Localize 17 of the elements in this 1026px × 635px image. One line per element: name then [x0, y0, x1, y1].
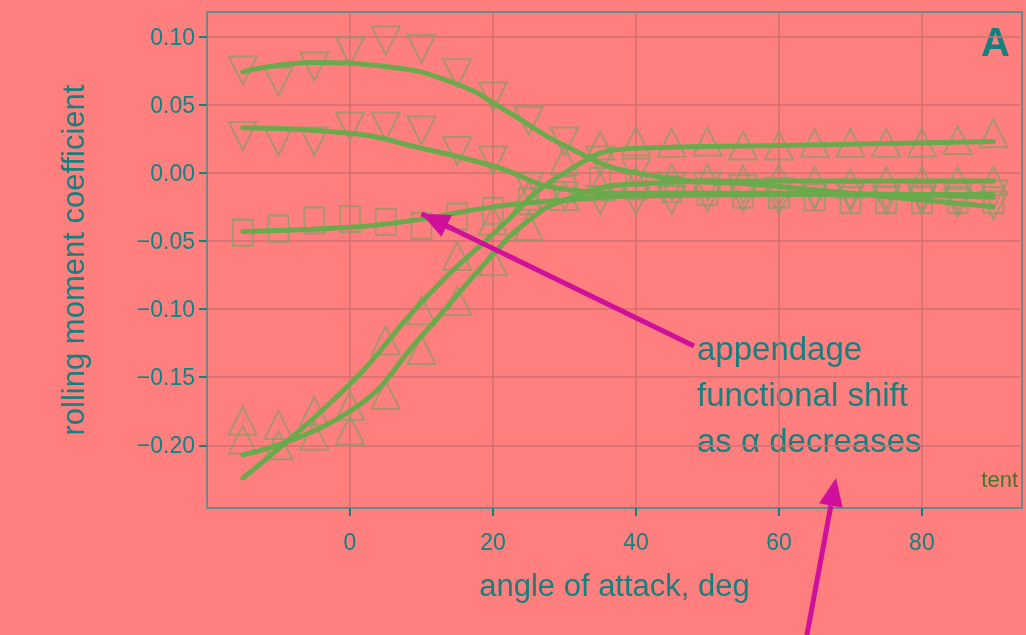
y-tick-label: −0.15 — [136, 364, 195, 391]
y-tick-label: −0.20 — [136, 432, 195, 459]
y-tick-label: 0.00 — [150, 159, 195, 186]
x-tick-label: 60 — [766, 528, 792, 555]
chart-title: A — [981, 20, 1010, 64]
x-tick-label: 20 — [480, 528, 506, 555]
annotation: appendage functional shift as α decreases — [697, 329, 922, 459]
y-tick-label: −0.10 — [136, 296, 195, 323]
y-axis-title: rolling moment coefficient — [56, 84, 91, 436]
y-tick-label: −0.05 — [136, 227, 195, 254]
x-tick-label: 80 — [909, 528, 935, 555]
x-axis-title: angle of attack, deg — [479, 568, 750, 603]
y-tick-label: 0.05 — [150, 91, 195, 118]
x-tick-label: 0 — [343, 528, 357, 555]
annotation: tent — [981, 466, 1019, 492]
x-tick-label: 40 — [623, 528, 649, 555]
y-tick-label: 0.10 — [150, 23, 195, 50]
